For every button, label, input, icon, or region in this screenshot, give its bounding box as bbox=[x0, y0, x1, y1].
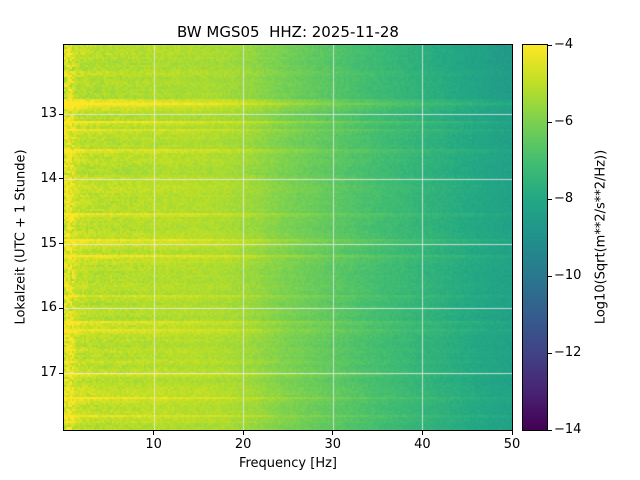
colorbar-tick-mark bbox=[548, 198, 552, 200]
colorbar-tick-label: −12 bbox=[554, 345, 582, 360]
colorbar-tick-mark bbox=[548, 275, 552, 277]
colorbar-tick-mark bbox=[548, 429, 552, 431]
x-tick-label: 40 bbox=[414, 437, 431, 452]
y-tick-mark bbox=[59, 113, 63, 115]
y-tick-mark bbox=[59, 307, 63, 309]
colorbar-label: Log10(Sqrt(m**2/s**2/Hz)) bbox=[593, 149, 609, 325]
colorbar-tick-label: −4 bbox=[554, 37, 574, 52]
y-tick-mark bbox=[59, 372, 63, 374]
x-tick-mark bbox=[242, 431, 244, 435]
x-tick-label: 50 bbox=[503, 437, 521, 452]
x-tick-label: 10 bbox=[145, 437, 162, 452]
y-tick-mark bbox=[59, 243, 63, 245]
colorbar-gradient bbox=[523, 45, 547, 430]
figure-title: BW MGS05 HHZ: 2025-11-28 bbox=[177, 23, 399, 41]
x-tick-label: 20 bbox=[234, 437, 252, 452]
colorbar-tick-label: −6 bbox=[554, 114, 574, 129]
x-tick-mark bbox=[153, 431, 155, 435]
y-tick-label: 17 bbox=[40, 365, 57, 381]
x-tick-mark bbox=[332, 431, 334, 435]
colorbar-tick-label: −10 bbox=[554, 268, 582, 283]
colorbar-tick-mark bbox=[548, 352, 552, 354]
x-tick-mark bbox=[421, 431, 423, 435]
y-axis-label: Lokalzeit (UTC + 1 Stunde) bbox=[13, 149, 29, 325]
x-axis-label: Frequency [Hz] bbox=[238, 456, 338, 471]
x-tick-label: 30 bbox=[324, 437, 342, 452]
x-tick-mark bbox=[511, 431, 513, 435]
colorbar-tick-mark bbox=[548, 44, 552, 46]
colorbar-tick-mark bbox=[548, 121, 552, 123]
spectrogram-heatmap bbox=[64, 45, 512, 430]
colorbar-tick-label: −14 bbox=[554, 422, 582, 437]
y-tick-label: 13 bbox=[40, 106, 57, 122]
colorbar-tick-label: −8 bbox=[554, 191, 574, 206]
y-tick-mark bbox=[59, 178, 63, 180]
